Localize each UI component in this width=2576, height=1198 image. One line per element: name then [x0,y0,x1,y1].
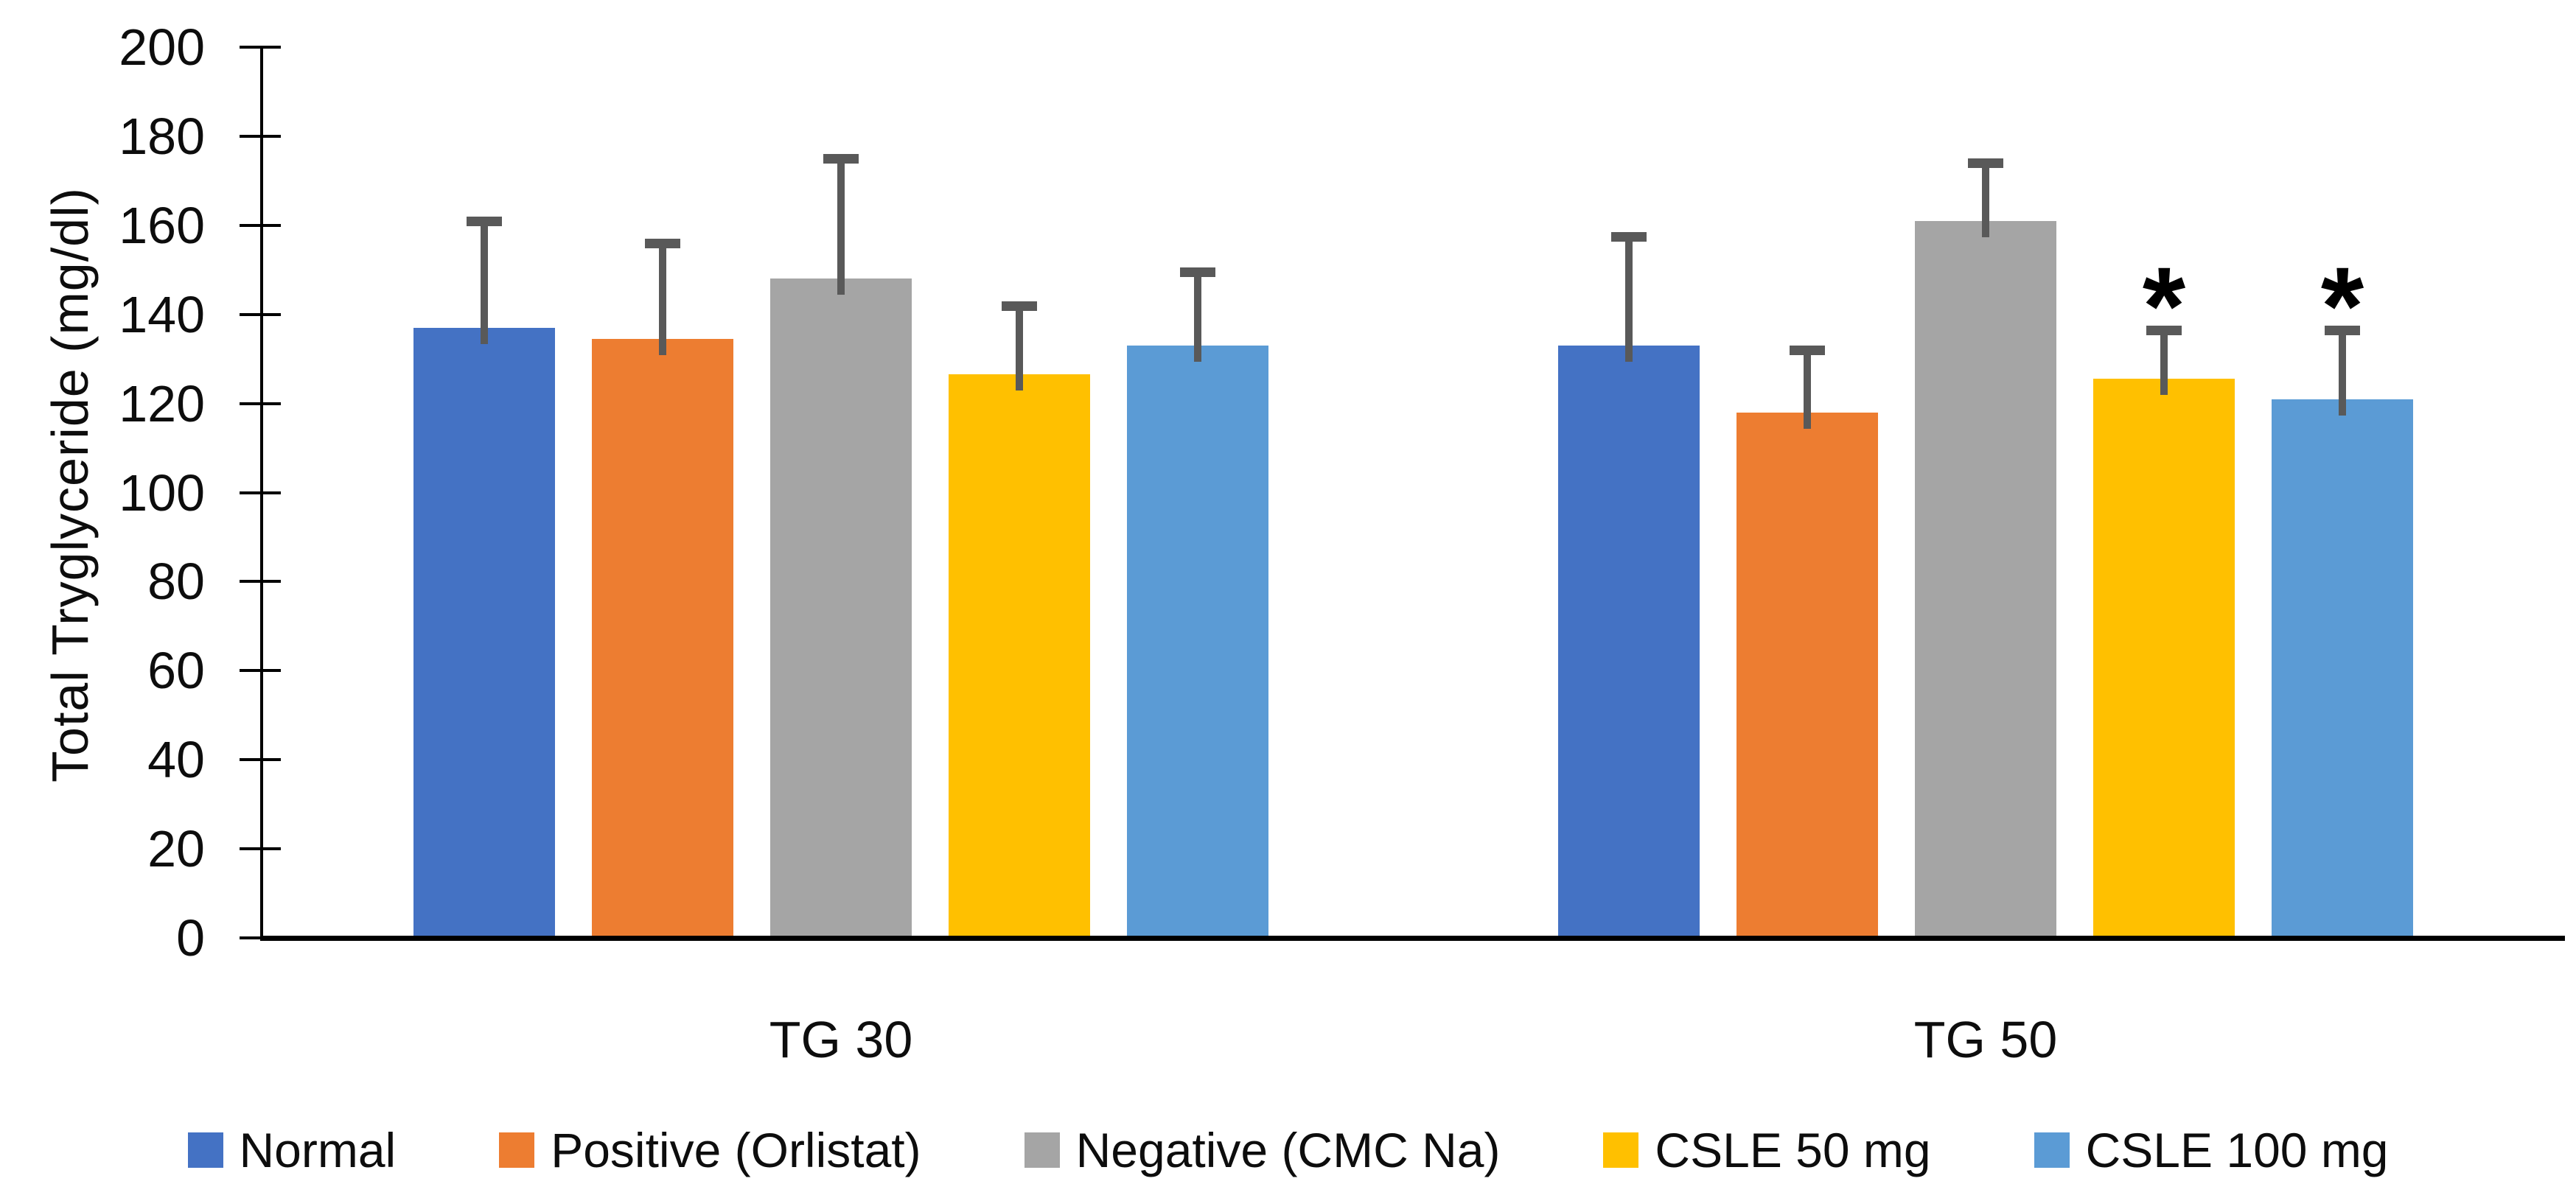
bar-csle-100-mg-tg-50 [2272,399,2413,938]
legend: Normal Positive (Orlistat) Negative (CMC N… [0,1121,2576,1179]
y-axis-tick [240,580,281,584]
x-axis-label-tg-30: TG 30 [769,1011,913,1068]
error-bar-cap [1611,231,1647,242]
y-axis-tick-label: 0 [176,909,205,967]
y-axis-tick [240,223,281,227]
y-axis-tick-label: 20 [147,820,205,878]
bar-normal-tg-30 [413,327,555,938]
error-bar-line [1625,236,1633,362]
bar-normal-tg-50 [1558,346,1700,938]
error-bar-line [1804,350,1811,429]
error-bar-line [2160,329,2168,396]
error-bar-cap [1790,346,1825,356]
error-bar-cap [2325,325,2360,335]
error-bar-line [2339,329,2346,416]
legend-label: CSLE 50 mg [1655,1123,1931,1177]
error-bar-cap [823,154,859,164]
error-bar-line [481,220,488,344]
error-bar-line [1194,272,1201,362]
x-axis-line [260,936,2565,941]
x-axis-label-tg-50: TG 50 [1913,1011,2058,1068]
legend-swatch-icon [499,1132,535,1168]
y-axis-tick-label: 140 [119,285,205,343]
error-bar-cap [1002,301,1037,311]
legend-item-csle-100-mg: CSLE 100 mg [2034,1121,2389,1179]
y-axis-tick-label: 100 [119,463,205,522]
legend-swatch-icon [187,1132,223,1168]
legend-swatch-icon [1603,1132,1639,1168]
error-bar-line [1016,305,1023,391]
bar-csle-50-mg-tg-30 [949,374,1090,938]
significance-asterisk: * [2320,243,2364,368]
y-axis-line [260,47,263,941]
y-axis-tick [240,312,281,316]
y-axis-tick [240,847,281,851]
significance-asterisk: * [2142,243,2186,368]
legend-swatch-icon [2034,1132,2070,1168]
y-axis-tick [240,46,281,49]
bar-negative-cmc-na--tg-30 [770,279,912,938]
error-bar-cap [645,238,680,248]
bar-negative-cmc-na--tg-50 [1915,220,2056,938]
legend-item-csle-50-mg: CSLE 50 mg [1603,1121,1931,1179]
error-bar-cap [1968,158,2003,169]
bar-positive-orlistat--tg-30 [592,338,733,938]
bar-csle-50-mg-tg-50 [2093,379,2235,938]
y-axis-tick [240,402,281,405]
y-axis-tick-label: 80 [147,553,205,611]
error-bar-cap [2146,325,2182,335]
legend-label: Negative (CMC Na) [1075,1123,1501,1177]
y-axis-tick [240,491,281,494]
y-axis-tick-label: 40 [147,731,205,789]
bar-positive-orlistat--tg-50 [1736,412,1878,938]
error-bar-line [659,242,666,355]
legend-item-negative-cmc-na-: Negative (CMC Na) [1024,1121,1501,1179]
y-axis-tick-label: 180 [119,107,205,165]
y-axis-tick-label: 120 [119,374,205,432]
error-bar-cap [1180,267,1215,278]
legend-label: Normal [239,1123,397,1177]
error-bar-cap [467,216,502,226]
legend-label: Positive (Orlistat) [551,1123,921,1177]
y-axis-tick-label: 160 [119,196,205,254]
y-axis-tick-label: 60 [147,642,205,700]
legend-label: CSLE 100 mg [2085,1123,2389,1177]
y-axis-tick [240,134,281,138]
legend-item-normal: Normal [187,1121,397,1179]
legend-swatch-icon [1024,1132,1060,1168]
y-axis-tick [240,758,281,762]
legend-item-positive-orlistat-: Positive (Orlistat) [499,1121,921,1179]
bar-csle-100-mg-tg-30 [1127,346,1268,938]
error-bar-line [1982,163,1989,237]
y-axis-tick-label: 200 [119,18,205,76]
error-bar-line [837,158,845,295]
y-axis-tick [240,669,281,673]
